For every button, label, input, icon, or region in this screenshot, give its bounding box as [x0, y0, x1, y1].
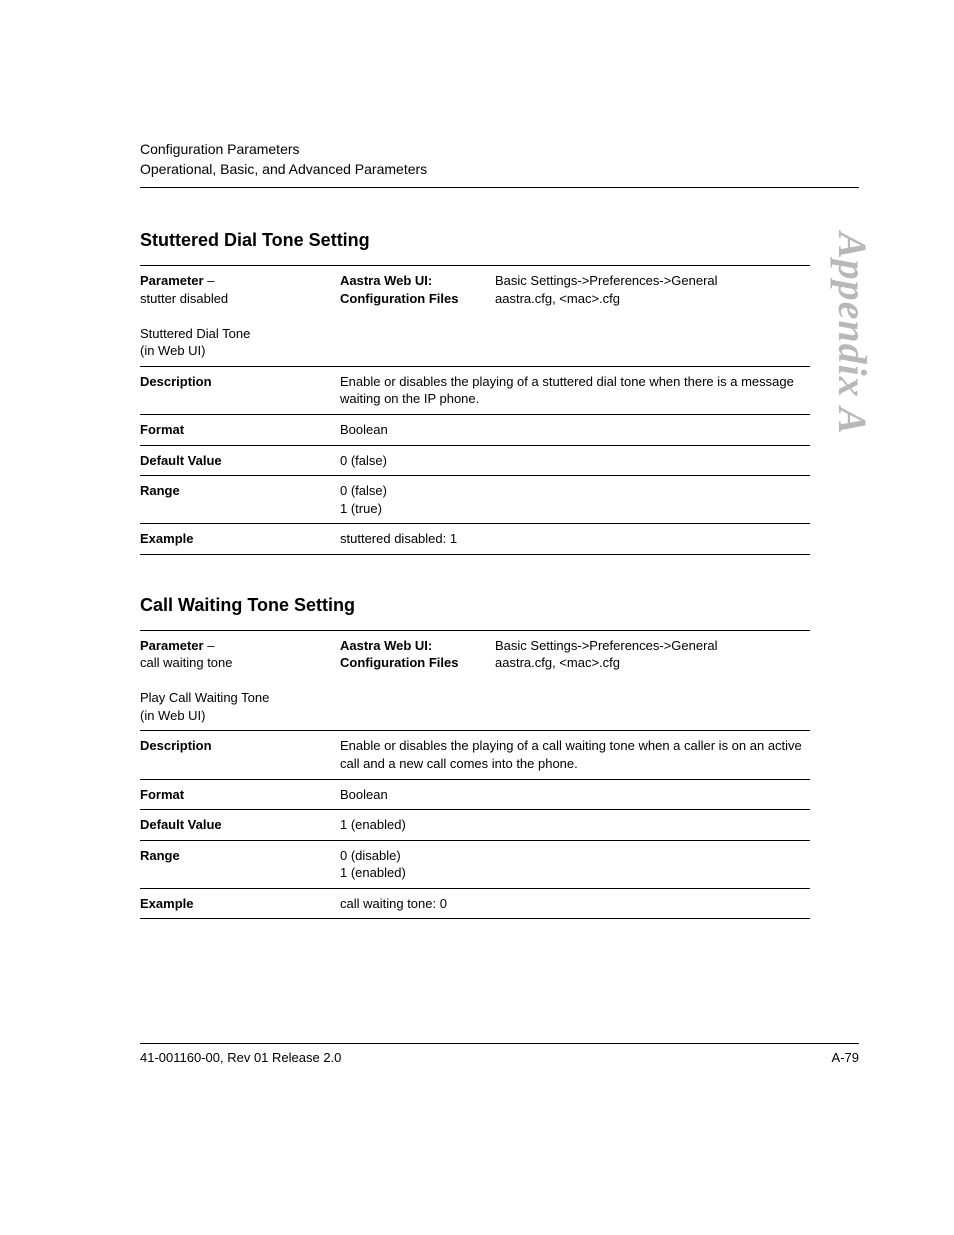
table-row: Range 0 (disable) 1 (enabled) — [140, 840, 810, 888]
header-line-2: Operational, Basic, and Advanced Paramet… — [140, 160, 859, 180]
table-row: Range 0 (false) 1 (true) — [140, 476, 810, 524]
row-value: Enable or disables the playing of a call… — [340, 731, 810, 779]
table-row: Description Enable or disables the playi… — [140, 731, 810, 779]
row-label: Default Value — [140, 810, 340, 841]
footer-left: 41-001160-00, Rev 01 Release 2.0 — [140, 1050, 341, 1065]
section-title: Call Waiting Tone Setting — [140, 595, 859, 616]
param-name: call waiting tone — [140, 655, 233, 670]
right-line-2: aastra.cfg, <mac>.cfg — [495, 655, 620, 670]
param-label-dash: – — [204, 273, 215, 288]
parameter-table: Parameter – call waiting tone Play Call … — [140, 630, 810, 920]
mid-label-2: Configuration Files — [340, 291, 458, 306]
mid-label-2: Configuration Files — [340, 655, 458, 670]
row-value: 1 (enabled) — [340, 810, 810, 841]
param-label-cell: Parameter – stutter disabled Stuttered D… — [140, 266, 340, 367]
param-label-dash: – — [204, 638, 215, 653]
row-value: 0 (disable) 1 (enabled) — [340, 840, 810, 888]
row-label: Format — [140, 779, 340, 810]
row-value: call waiting tone: 0 — [340, 888, 810, 919]
mid-label-1: Aastra Web UI: — [340, 273, 432, 288]
table-row: Example call waiting tone: 0 — [140, 888, 810, 919]
header-line-1: Configuration Parameters — [140, 140, 859, 160]
row-value: Boolean — [340, 779, 810, 810]
row-label: Description — [140, 366, 340, 414]
param-mid-cell: Aastra Web UI: Configuration Files — [340, 630, 495, 731]
row-label: Description — [140, 731, 340, 779]
table-row: Example stuttered disabled: 1 — [140, 524, 810, 555]
row-label: Format — [140, 415, 340, 446]
row-value: Enable or disables the playing of a stut… — [340, 366, 810, 414]
parameter-table: Parameter – stutter disabled Stuttered D… — [140, 265, 810, 555]
table-row: Format Boolean — [140, 415, 810, 446]
page: Configuration Parameters Operational, Ba… — [0, 0, 954, 1235]
appendix-side-label: Appendix A — [829, 232, 876, 435]
row-value: stuttered disabled: 1 — [340, 524, 810, 555]
table-row: Description Enable or disables the playi… — [140, 366, 810, 414]
param-label-bold: Parameter — [140, 273, 204, 288]
param-mid-cell: Aastra Web UI: Configuration Files — [340, 266, 495, 367]
row-label: Range — [140, 476, 340, 524]
row-label: Example — [140, 888, 340, 919]
param-name: stutter disabled — [140, 291, 228, 306]
row-label: Example — [140, 524, 340, 555]
page-header: Configuration Parameters Operational, Ba… — [140, 140, 859, 188]
param-label-bold: Parameter — [140, 638, 204, 653]
right-line-1: Basic Settings->Preferences->General — [495, 638, 718, 653]
table-row: Format Boolean — [140, 779, 810, 810]
param-right-cell: Basic Settings->Preferences->General aas… — [495, 630, 810, 731]
param-label-cell: Parameter – call waiting tone Play Call … — [140, 630, 340, 731]
row-value: Boolean — [340, 415, 810, 446]
param-right-cell: Basic Settings->Preferences->General aas… — [495, 266, 810, 367]
param-webui-note: Stuttered Dial Tone (in Web UI) — [140, 326, 250, 359]
table-row: Default Value 0 (false) — [140, 445, 810, 476]
param-webui-note: Play Call Waiting Tone (in Web UI) — [140, 690, 269, 723]
row-label: Range — [140, 840, 340, 888]
section-title: Stuttered Dial Tone Setting — [140, 230, 859, 251]
table-row: Default Value 1 (enabled) — [140, 810, 810, 841]
row-value: 0 (false) 1 (true) — [340, 476, 810, 524]
right-line-1: Basic Settings->Preferences->General — [495, 273, 718, 288]
page-footer: 41-001160-00, Rev 01 Release 2.0 A-79 — [140, 1043, 859, 1065]
row-value: 0 (false) — [340, 445, 810, 476]
table-row: Parameter – call waiting tone Play Call … — [140, 630, 810, 731]
row-label: Default Value — [140, 445, 340, 476]
table-row: Parameter – stutter disabled Stuttered D… — [140, 266, 810, 367]
footer-right: A-79 — [832, 1050, 859, 1065]
right-line-2: aastra.cfg, <mac>.cfg — [495, 291, 620, 306]
mid-label-1: Aastra Web UI: — [340, 638, 432, 653]
